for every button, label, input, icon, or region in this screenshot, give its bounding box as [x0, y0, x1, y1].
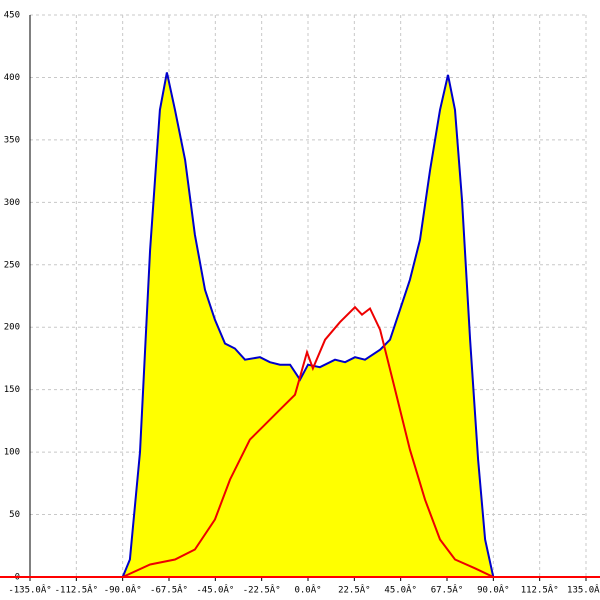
line	[121, 72, 495, 578]
y-tick-label: 50	[9, 510, 20, 520]
x-tick-label: -135.0Â°	[8, 584, 51, 596]
x-tick-label: 90.0Â°	[477, 584, 510, 596]
x-tick-label: 112.5Â°	[521, 584, 559, 596]
x-tick-label: -22.5Â°	[243, 584, 281, 596]
y-tick-label: 250	[4, 260, 20, 270]
y-tick-label: 450	[4, 11, 20, 21]
y-tick-label: 400	[4, 73, 20, 83]
y-tick-label: 150	[4, 385, 20, 395]
x-tick-label: -90.0Â°	[104, 584, 142, 596]
area	[122, 72, 494, 578]
x-tick-label: 67.5Â°	[431, 584, 464, 596]
y-tick-label: 100	[4, 448, 20, 458]
y-tick-label: 350	[4, 135, 20, 145]
x-tick-label: -112.5Â°	[55, 584, 98, 596]
x-tick-label: 0.0Â°	[294, 584, 321, 596]
x-tick-label: 135.0Â°	[567, 584, 600, 596]
x-tick-label: -67.5Â°	[150, 584, 188, 596]
y-tick-label: 300	[4, 198, 20, 208]
x-tick-label: 22.5Â°	[338, 584, 371, 596]
y-tick-label: 200	[4, 323, 20, 333]
x-tick-label: -45.0Â°	[196, 584, 234, 596]
x-tick-label: 45.0Â°	[384, 584, 417, 596]
line	[122, 305, 494, 578]
